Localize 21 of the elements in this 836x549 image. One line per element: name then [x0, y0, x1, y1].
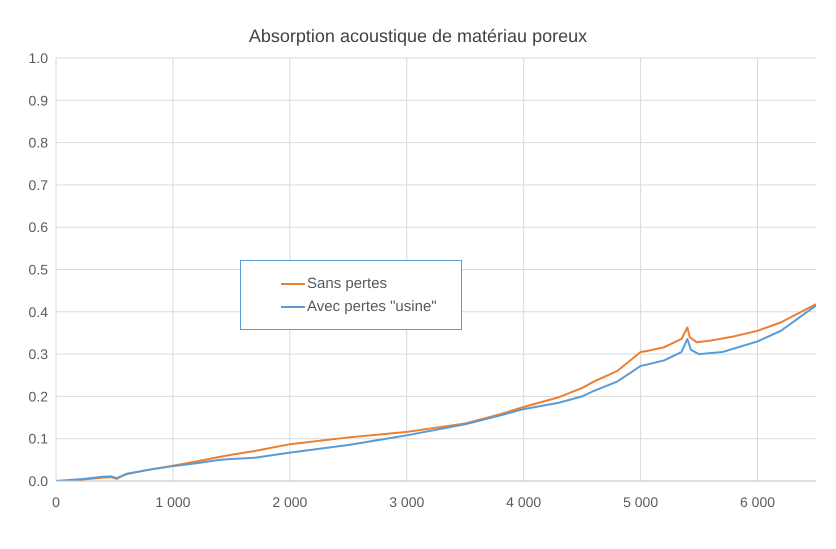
- x-tick-label: 4 000: [506, 494, 542, 510]
- y-tick-label: 1.0: [28, 50, 48, 66]
- y-tick-label: 0.9: [28, 92, 48, 108]
- x-tick-label: 3 000: [389, 494, 424, 510]
- x-tick-label: 1 000: [155, 494, 191, 510]
- legend-label: Sans pertes: [307, 275, 388, 292]
- y-tick-label: 0.0: [28, 472, 48, 489]
- y-tick-label: 0.7: [28, 176, 48, 193]
- y-tick-label: 0.6: [28, 219, 48, 236]
- y-tick-label: 0.8: [28, 134, 48, 151]
- x-tick-label: 6 000: [740, 494, 776, 510]
- chart-title: Absorption acoustique de matériau poreux: [248, 26, 588, 47]
- x-tick-label: 5 000: [623, 494, 658, 510]
- y-tick-label: 0.2: [28, 388, 48, 404]
- legend-label: Avec pertes "usine": [307, 298, 437, 315]
- y-tick-label: 0.3: [28, 346, 48, 362]
- x-tick-label: 2 000: [272, 494, 308, 510]
- y-tick-label: 0.5: [28, 261, 48, 278]
- y-tick-label: 0.1: [28, 430, 48, 447]
- x-tick-label: 0: [52, 494, 60, 510]
- y-tick-label: 0.4: [28, 304, 48, 320]
